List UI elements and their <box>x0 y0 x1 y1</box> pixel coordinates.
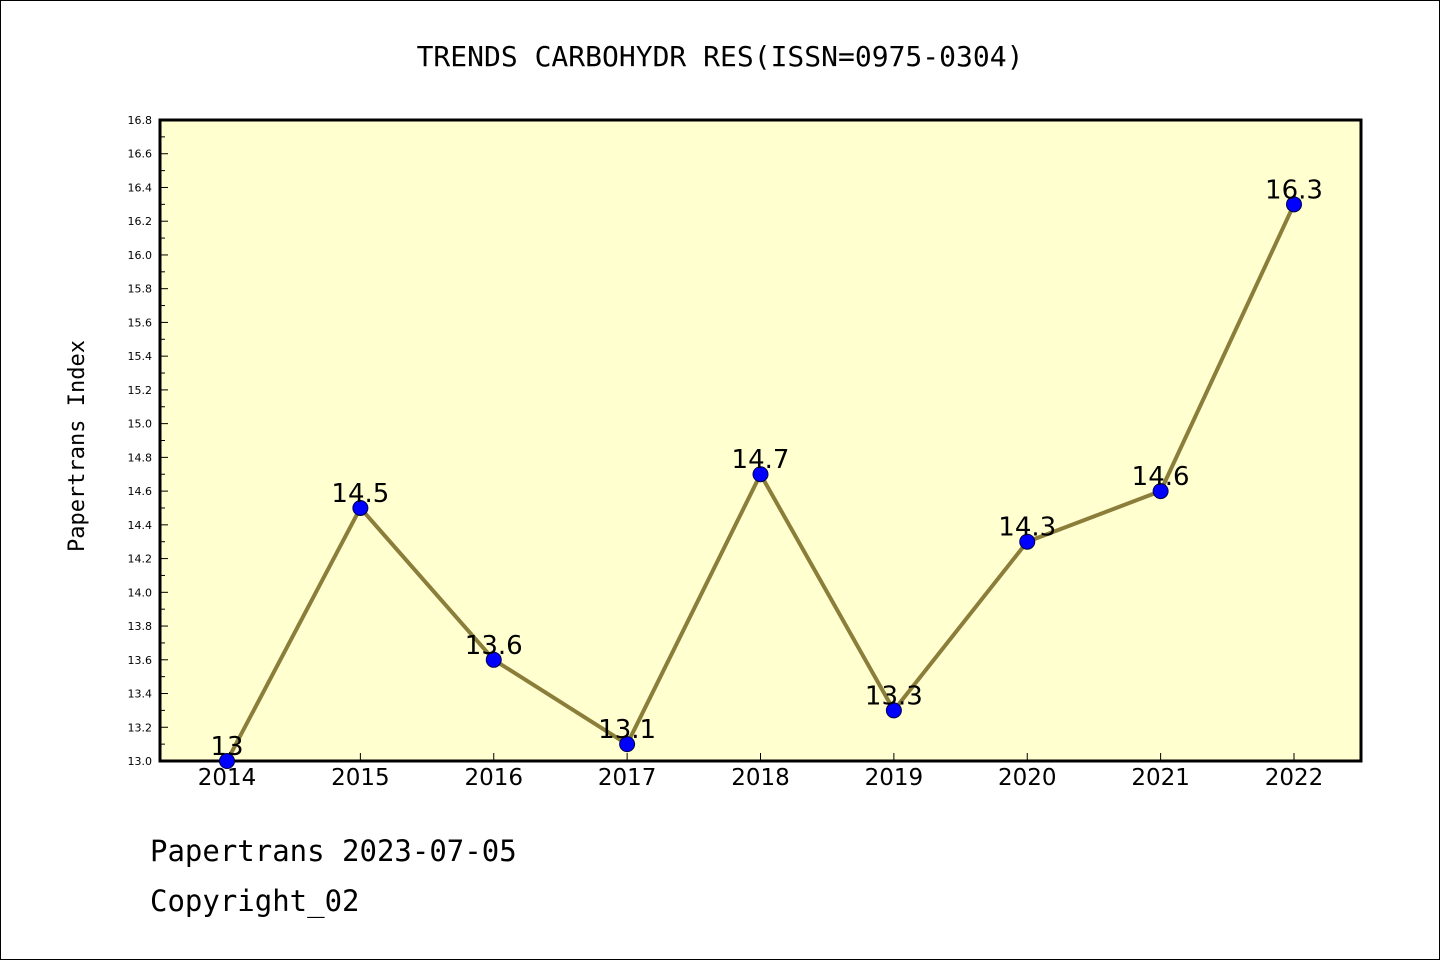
y-axis-label: Papertrans Index <box>65 340 90 552</box>
chart-title: TRENDS CARBOHYDR RES(ISSN=0975-0304) <box>417 40 1024 73</box>
y-tick-label: 13.8 <box>128 620 153 633</box>
y-tick-label: 15.2 <box>128 384 153 397</box>
plot-area <box>158 118 1363 763</box>
x-tick-label: 2017 <box>598 765 657 791</box>
footer-copyright-text: Copyright_02 <box>150 884 360 918</box>
data-label: 14.5 <box>331 479 389 509</box>
x-tick-label: 2021 <box>1131 765 1190 791</box>
data-labels: 13 14.5 13.6 13.1 14.7 13.3 14.3 14.6 16.3 <box>210 175 1322 762</box>
data-point <box>1019 533 1036 550</box>
y-tick-label: 16.2 <box>128 215 153 228</box>
y-tick-label: 14.8 <box>128 451 153 464</box>
y-tick-label: 13.6 <box>128 654 153 667</box>
data-label: 14.7 <box>732 445 790 475</box>
y-tick-label: 16.0 <box>128 249 153 262</box>
y-tick-label: 15.4 <box>128 350 153 363</box>
data-point <box>219 753 235 769</box>
data-point <box>885 702 902 719</box>
x-tick-label: 2015 <box>331 765 390 791</box>
x-axis: 2014 2015 2016 2017 2018 2019 2020 2021 2022 <box>198 753 1324 791</box>
y-tick-label: 13.2 <box>128 721 153 734</box>
y-tick-label: 13.0 <box>128 755 153 768</box>
x-tick-label: 2020 <box>998 765 1057 791</box>
x-tick-label: 2022 <box>1265 765 1324 791</box>
data-point <box>352 499 369 516</box>
data-point <box>619 736 636 753</box>
data-label: 13.6 <box>465 631 523 661</box>
data-point <box>485 651 502 668</box>
y-tick-label: 15.8 <box>128 283 153 296</box>
y-tick-label: 15.0 <box>128 418 153 431</box>
data-label: 14.3 <box>998 513 1056 543</box>
data-point <box>1152 483 1169 500</box>
data-label: 16.3 <box>1265 175 1323 205</box>
y-tick-label: 13.4 <box>128 688 153 701</box>
data-label: 13 <box>210 732 243 762</box>
x-tick-label: 2014 <box>198 765 257 791</box>
data-label: 13.1 <box>598 715 656 745</box>
y-tick-label: 14.0 <box>128 586 153 599</box>
y-tick-label: 16.4 <box>128 181 153 194</box>
x-tick-label: 2016 <box>464 765 523 791</box>
y-tick-label: 16.8 <box>128 114 153 127</box>
y-tick-label: 15.6 <box>128 316 153 329</box>
x-tick-label: 2019 <box>865 765 924 791</box>
data-label: 14.6 <box>1132 462 1190 492</box>
data-point <box>1286 196 1302 213</box>
y-tick-label: 14.2 <box>128 553 153 566</box>
y-tick-label: 16.6 <box>128 148 153 161</box>
y-tick-label: 14.6 <box>128 485 153 498</box>
data-point <box>752 466 769 483</box>
y-axis: 13.0 13.2 13.4 13.6 13.8 14.0 14.2 14.4 14.6 14.8… <box>128 114 168 768</box>
y-tick-label: 14.4 <box>128 519 153 532</box>
data-label: 13.3 <box>865 681 923 711</box>
x-tick-label: 2018 <box>731 765 790 791</box>
footer-date-text: Papertrans 2023-07-05 <box>150 834 517 868</box>
series-papertrans-index <box>219 196 1302 769</box>
